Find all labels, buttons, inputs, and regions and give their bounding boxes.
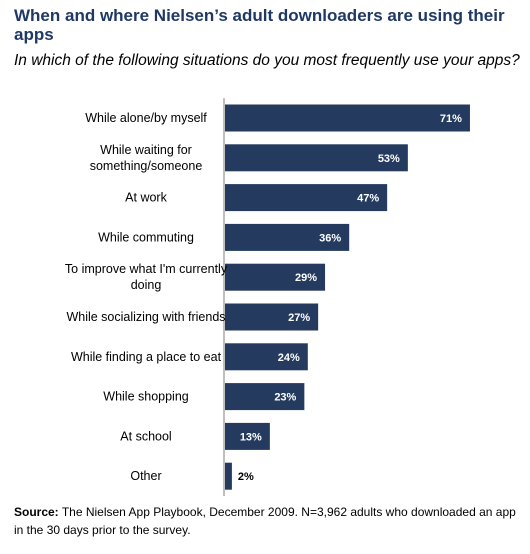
bar bbox=[225, 462, 232, 490]
chart-subtitle: In which of the following situations do … bbox=[14, 52, 520, 69]
value-label: 24% bbox=[278, 352, 300, 364]
bar bbox=[225, 303, 319, 331]
category-label: While commuting bbox=[98, 230, 194, 244]
bar bbox=[225, 343, 308, 371]
source-note: Source: The Nielsen App Playbook, Decemb… bbox=[14, 503, 519, 539]
bar bbox=[225, 383, 305, 411]
category-label: While waiting for something/someone bbox=[90, 143, 203, 173]
category-label: Other bbox=[130, 469, 161, 483]
value-label: 36% bbox=[319, 232, 341, 244]
bar bbox=[225, 184, 388, 212]
bar bbox=[225, 263, 326, 291]
category-label: While shopping bbox=[103, 390, 189, 404]
bar-chart: 71% While alone/by myself 53% While waiting… bbox=[65, 98, 470, 497]
category-label: While finding a place to eat bbox=[71, 350, 222, 364]
value-label: 71% bbox=[440, 113, 462, 125]
chart-title: When and where Nielsen’s adult downloade… bbox=[14, 6, 505, 44]
bars-group: 71% While alone/by myself 53% While waiting… bbox=[65, 104, 470, 490]
category-label: To improve what I'm currently doing bbox=[65, 262, 228, 292]
bar bbox=[225, 422, 270, 450]
value-label: 29% bbox=[295, 272, 317, 284]
value-label: 23% bbox=[274, 392, 296, 404]
value-label: 2% bbox=[238, 471, 254, 483]
bar bbox=[225, 223, 350, 251]
source-text: The Nielsen App Playbook, December 2009.… bbox=[14, 505, 516, 537]
category-label: While socializing with friends bbox=[66, 310, 225, 324]
value-label: 53% bbox=[378, 153, 400, 165]
category-label: At work bbox=[125, 191, 167, 205]
category-label: While alone/by myself bbox=[85, 111, 207, 125]
source-label: Source: bbox=[14, 505, 59, 519]
category-label: At school bbox=[120, 429, 171, 443]
value-label: 13% bbox=[240, 431, 262, 443]
value-label: 27% bbox=[288, 312, 310, 324]
bar bbox=[225, 104, 470, 132]
bar bbox=[225, 144, 408, 172]
value-label: 47% bbox=[357, 193, 379, 205]
